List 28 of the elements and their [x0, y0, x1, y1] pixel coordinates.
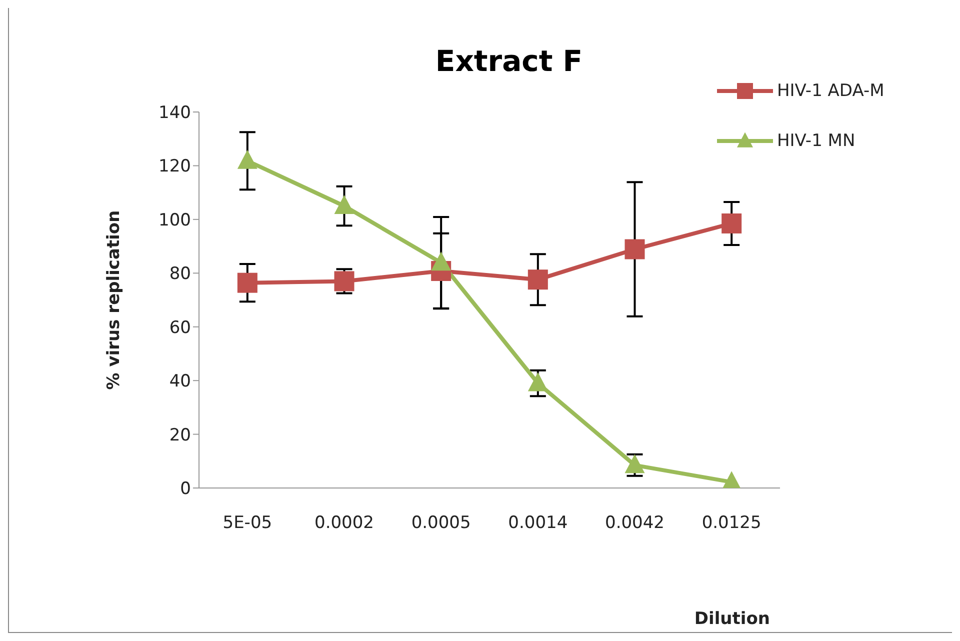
point: [334, 195, 354, 214]
y-tick-label: 40: [169, 372, 191, 392]
point: [624, 454, 645, 474]
y-tick-label: 60: [169, 318, 191, 338]
point: [528, 270, 548, 290]
x-tick-label: 0.0125: [702, 513, 762, 534]
y-tick-label: 0: [180, 479, 191, 500]
point: [334, 271, 354, 292]
x-tick-label: 0.0002: [314, 513, 374, 534]
point: [237, 272, 258, 293]
y-tick-label: 20: [169, 425, 191, 446]
point: [528, 372, 548, 392]
y-tick-label: 80: [169, 264, 191, 284]
y-tick-label: 140: [158, 103, 191, 124]
x-axis-title: Dilution: [694, 609, 770, 629]
y-tick-label: 100: [158, 210, 191, 230]
x-tick-label: 0.0014: [508, 513, 568, 534]
x-tick-label: 0.0005: [411, 513, 471, 534]
point: [624, 239, 645, 260]
y-tick-label: 120: [158, 156, 191, 177]
point: [431, 252, 452, 271]
point: [722, 213, 742, 234]
y-axis-title: % virus replication: [104, 210, 124, 390]
x-tick-label: 0.0042: [605, 513, 664, 534]
legend-label: HIV-1 MN: [777, 131, 856, 151]
chart-title: Extract F: [434, 44, 584, 78]
legend-label: HIV-1 ADA-M: [777, 81, 884, 101]
x-tick-label: 5E-05: [222, 513, 272, 534]
